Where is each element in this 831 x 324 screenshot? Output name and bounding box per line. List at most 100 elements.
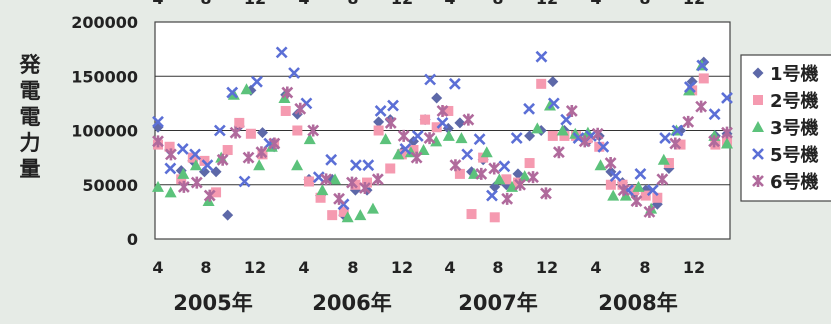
- data-point: [385, 163, 396, 174]
- data-point: [177, 180, 190, 193]
- y-tick-label: 150000: [71, 67, 138, 86]
- data-point: [514, 178, 527, 191]
- data-point: [211, 187, 222, 198]
- data-point: [278, 91, 291, 103]
- data-point: [524, 158, 535, 169]
- data-point: [527, 171, 539, 184]
- data-point: [473, 133, 486, 146]
- data-point: [543, 99, 556, 111]
- data-point: [327, 210, 338, 221]
- legend-marker: [752, 67, 764, 79]
- data-point: [531, 122, 544, 134]
- data-point: [683, 81, 696, 94]
- data-point: [604, 157, 617, 170]
- data-point: [547, 97, 560, 110]
- data-point: [176, 143, 189, 155]
- data-point: [657, 153, 670, 165]
- data-point: [475, 167, 488, 180]
- legend-marker: [752, 121, 764, 132]
- data-point: [663, 158, 674, 169]
- data-point: [632, 180, 645, 192]
- y-tick-label: 0: [127, 230, 138, 249]
- data-point: [510, 132, 523, 145]
- data-point: [493, 173, 506, 185]
- data-point: [164, 162, 177, 175]
- data-point: [315, 192, 326, 203]
- x-tick-label: 4: [152, 258, 163, 277]
- data-point: [565, 104, 578, 117]
- y-axis-label-char: 電: [20, 105, 41, 129]
- data-point: [646, 184, 659, 197]
- data-point: [634, 167, 647, 180]
- data-point: [201, 159, 214, 172]
- data-point: [591, 127, 604, 140]
- data-point: [721, 137, 733, 149]
- data-point: [721, 92, 733, 104]
- x-tick-label: 12: [391, 258, 413, 277]
- data-point: [695, 100, 708, 113]
- year-label: 2008年: [598, 291, 677, 315]
- legend-label: 3号機: [770, 117, 819, 139]
- data-point: [572, 132, 585, 145]
- data-point: [257, 127, 269, 139]
- data-point: [696, 59, 709, 72]
- data-point: [652, 192, 663, 203]
- data-point: [338, 206, 349, 217]
- year-labels: 2005年 2006年 2007年 2008年: [173, 291, 677, 315]
- data-point: [430, 135, 443, 147]
- data-point: [291, 159, 304, 171]
- data-point: [597, 140, 610, 153]
- legend: 1号機 2号機 3号機 5号機 6号機: [740, 54, 831, 202]
- data-point: [659, 132, 672, 145]
- data-point: [176, 174, 187, 185]
- data-point: [518, 170, 531, 182]
- data-point: [408, 145, 419, 156]
- legend-marker: [752, 148, 764, 160]
- data-point: [721, 126, 733, 139]
- x-tick-label: 8: [200, 258, 211, 277]
- data-point: [373, 116, 385, 128]
- data-point: [442, 129, 455, 141]
- top-partial-label: 4: [152, 0, 163, 8]
- data-point: [349, 159, 362, 172]
- data-point: [164, 186, 177, 198]
- data-point: [190, 176, 203, 189]
- data-point: [630, 195, 643, 208]
- data-point: [708, 135, 720, 148]
- data-point: [669, 137, 682, 150]
- data-point: [303, 133, 316, 145]
- data-point: [325, 153, 338, 166]
- data-point: [501, 174, 512, 185]
- data-point: [255, 146, 268, 159]
- data-point: [486, 189, 498, 202]
- top-partial-label: 4: [298, 0, 309, 8]
- data-point: [547, 76, 559, 88]
- data-point: [379, 133, 392, 145]
- y-axis-label-char: 量: [20, 157, 41, 181]
- top-partial-label: 12: [391, 0, 413, 8]
- data-point: [431, 122, 442, 133]
- top-partial-label: 4: [590, 0, 601, 8]
- top-partial-labels: 4 8 12 4 8 12 4 8 12 4 8 12: [152, 0, 705, 8]
- top-partial-label: 12: [683, 0, 705, 8]
- data-point: [320, 173, 333, 186]
- data-point: [152, 180, 164, 192]
- data-point: [535, 50, 548, 63]
- legend-label: 2号機: [770, 90, 819, 112]
- x-tick-label: 4: [444, 258, 455, 277]
- data-point: [316, 184, 329, 196]
- data-point: [373, 125, 384, 136]
- data-point: [411, 130, 424, 142]
- data-point: [710, 139, 721, 150]
- y-axis-label-char: 発: [19, 53, 42, 77]
- data-point: [268, 137, 281, 150]
- data-point: [468, 167, 481, 179]
- data-point: [303, 176, 314, 187]
- x-tick-label: 4: [298, 258, 309, 277]
- data-point: [238, 175, 251, 188]
- x-tick-label: 12: [683, 258, 705, 277]
- y-tick-labels: 0 50000 100000 150000 200000: [71, 13, 138, 249]
- data-point: [203, 189, 216, 202]
- data-point: [198, 166, 210, 178]
